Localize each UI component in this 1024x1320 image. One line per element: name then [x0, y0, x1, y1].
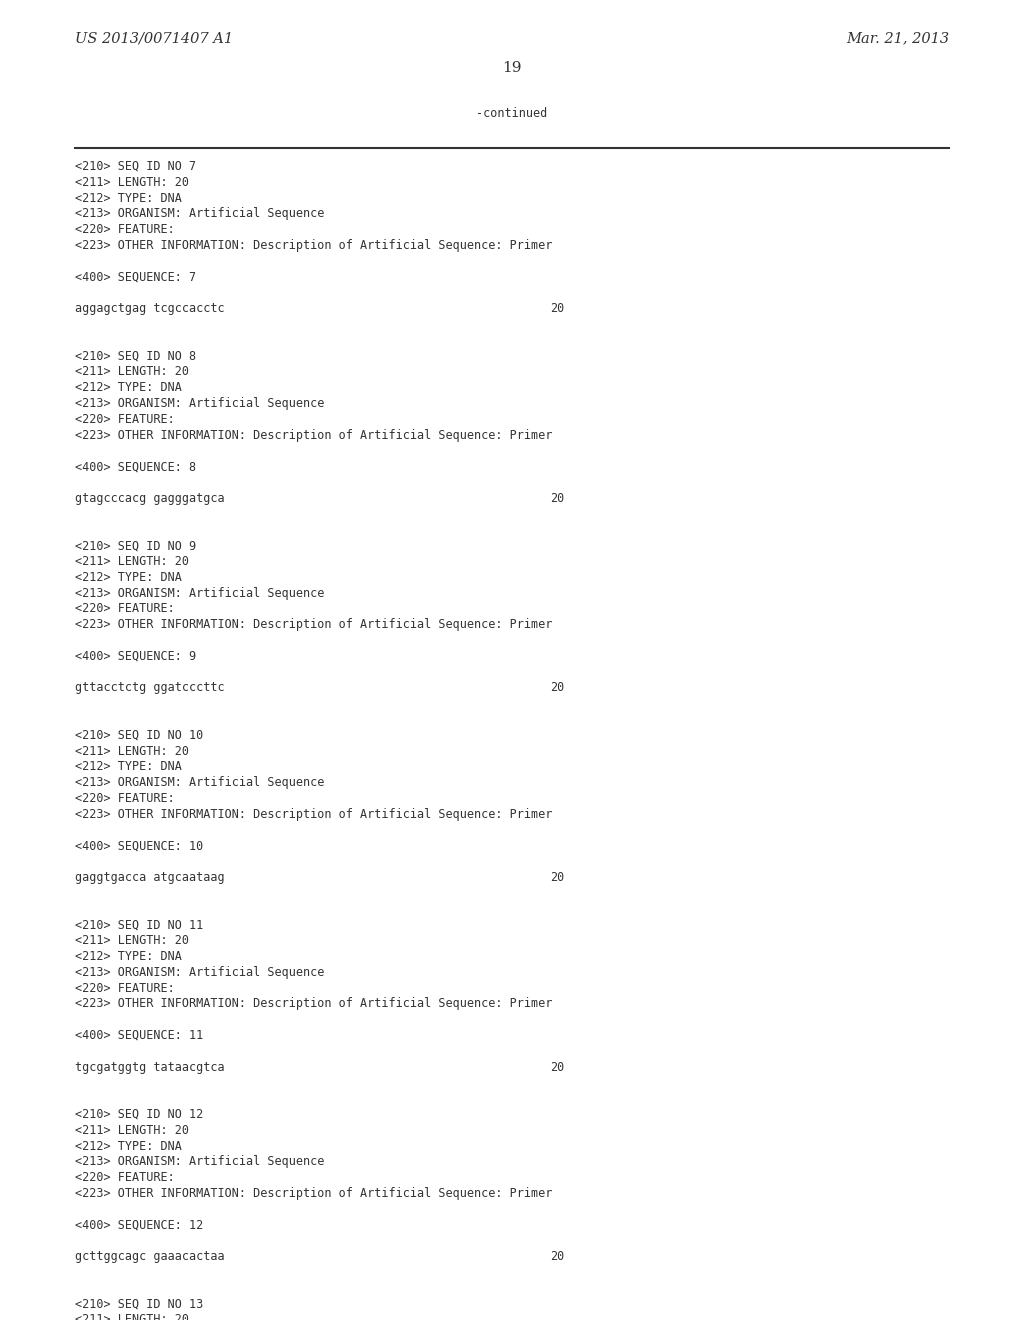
Text: <400> SEQUENCE: 12: <400> SEQUENCE: 12	[75, 1218, 203, 1232]
Text: -continued: -continued	[476, 107, 548, 120]
Text: <210> SEQ ID NO 7: <210> SEQ ID NO 7	[75, 160, 197, 173]
Text: <210> SEQ ID NO 8: <210> SEQ ID NO 8	[75, 350, 197, 363]
Text: 20: 20	[550, 302, 564, 315]
Text: <220> FEATURE:: <220> FEATURE:	[75, 413, 175, 426]
Text: <210> SEQ ID NO 9: <210> SEQ ID NO 9	[75, 539, 197, 552]
Text: <210> SEQ ID NO 12: <210> SEQ ID NO 12	[75, 1107, 203, 1121]
Text: <213> ORGANISM: Artificial Sequence: <213> ORGANISM: Artificial Sequence	[75, 1155, 325, 1168]
Text: <212> TYPE: DNA: <212> TYPE: DNA	[75, 570, 182, 583]
Text: aggagctgag tcgccacctc: aggagctgag tcgccacctc	[75, 302, 224, 315]
Text: <223> OTHER INFORMATION: Description of Artificial Sequence: Primer: <223> OTHER INFORMATION: Description of …	[75, 239, 552, 252]
Text: <212> TYPE: DNA: <212> TYPE: DNA	[75, 950, 182, 964]
Text: <220> FEATURE:: <220> FEATURE:	[75, 602, 175, 615]
Text: gttacctctg ggatcccttc: gttacctctg ggatcccttc	[75, 681, 224, 694]
Text: <400> SEQUENCE: 10: <400> SEQUENCE: 10	[75, 840, 203, 853]
Text: <212> TYPE: DNA: <212> TYPE: DNA	[75, 1139, 182, 1152]
Text: <223> OTHER INFORMATION: Description of Artificial Sequence: Primer: <223> OTHER INFORMATION: Description of …	[75, 429, 552, 442]
Text: US 2013/0071407 A1: US 2013/0071407 A1	[75, 30, 233, 45]
Text: <213> ORGANISM: Artificial Sequence: <213> ORGANISM: Artificial Sequence	[75, 776, 325, 789]
Text: <213> ORGANISM: Artificial Sequence: <213> ORGANISM: Artificial Sequence	[75, 397, 325, 411]
Text: <220> FEATURE:: <220> FEATURE:	[75, 792, 175, 805]
Text: <211> LENGTH: 20: <211> LENGTH: 20	[75, 176, 189, 189]
Text: <400> SEQUENCE: 11: <400> SEQUENCE: 11	[75, 1030, 203, 1041]
Text: <211> LENGTH: 20: <211> LENGTH: 20	[75, 1123, 189, 1137]
Text: tgcgatggtg tataacgtca: tgcgatggtg tataacgtca	[75, 1060, 224, 1073]
Text: Mar. 21, 2013: Mar. 21, 2013	[846, 30, 949, 45]
Text: <213> ORGANISM: Artificial Sequence: <213> ORGANISM: Artificial Sequence	[75, 586, 325, 599]
Text: <211> LENGTH: 20: <211> LENGTH: 20	[75, 554, 189, 568]
Text: gaggtgacca atgcaataag: gaggtgacca atgcaataag	[75, 871, 224, 884]
Text: <210> SEQ ID NO 10: <210> SEQ ID NO 10	[75, 729, 203, 742]
Text: gtagcccacg gagggatgca: gtagcccacg gagggatgca	[75, 492, 224, 504]
Text: <213> ORGANISM: Artificial Sequence: <213> ORGANISM: Artificial Sequence	[75, 207, 325, 220]
Text: 20: 20	[550, 681, 564, 694]
Text: <211> LENGTH: 20: <211> LENGTH: 20	[75, 935, 189, 948]
Text: <400> SEQUENCE: 8: <400> SEQUENCE: 8	[75, 461, 197, 473]
Text: <223> OTHER INFORMATION: Description of Artificial Sequence: Primer: <223> OTHER INFORMATION: Description of …	[75, 618, 552, 631]
Text: <223> OTHER INFORMATION: Description of Artificial Sequence: Primer: <223> OTHER INFORMATION: Description of …	[75, 808, 552, 821]
Text: <220> FEATURE:: <220> FEATURE:	[75, 1171, 175, 1184]
Text: <211> LENGTH: 20: <211> LENGTH: 20	[75, 744, 189, 758]
Text: <211> LENGTH: 20: <211> LENGTH: 20	[75, 1313, 189, 1320]
Text: gcttggcagc gaaacactaa: gcttggcagc gaaacactaa	[75, 1250, 224, 1263]
Text: 20: 20	[550, 871, 564, 884]
Text: <400> SEQUENCE: 9: <400> SEQUENCE: 9	[75, 649, 197, 663]
Text: <223> OTHER INFORMATION: Description of Artificial Sequence: Primer: <223> OTHER INFORMATION: Description of …	[75, 1187, 552, 1200]
Text: <212> TYPE: DNA: <212> TYPE: DNA	[75, 760, 182, 774]
Text: <400> SEQUENCE: 7: <400> SEQUENCE: 7	[75, 271, 197, 284]
Text: <210> SEQ ID NO 13: <210> SEQ ID NO 13	[75, 1298, 203, 1311]
Text: 20: 20	[550, 1060, 564, 1073]
Text: 20: 20	[550, 1250, 564, 1263]
Text: <211> LENGTH: 20: <211> LENGTH: 20	[75, 366, 189, 379]
Text: <212> TYPE: DNA: <212> TYPE: DNA	[75, 381, 182, 395]
Text: 19: 19	[502, 61, 522, 75]
Text: <223> OTHER INFORMATION: Description of Artificial Sequence: Primer: <223> OTHER INFORMATION: Description of …	[75, 998, 552, 1010]
Text: <220> FEATURE:: <220> FEATURE:	[75, 223, 175, 236]
Text: <220> FEATURE:: <220> FEATURE:	[75, 982, 175, 994]
Text: <212> TYPE: DNA: <212> TYPE: DNA	[75, 191, 182, 205]
Text: <210> SEQ ID NO 11: <210> SEQ ID NO 11	[75, 919, 203, 932]
Text: 20: 20	[550, 492, 564, 504]
Text: <213> ORGANISM: Artificial Sequence: <213> ORGANISM: Artificial Sequence	[75, 966, 325, 979]
